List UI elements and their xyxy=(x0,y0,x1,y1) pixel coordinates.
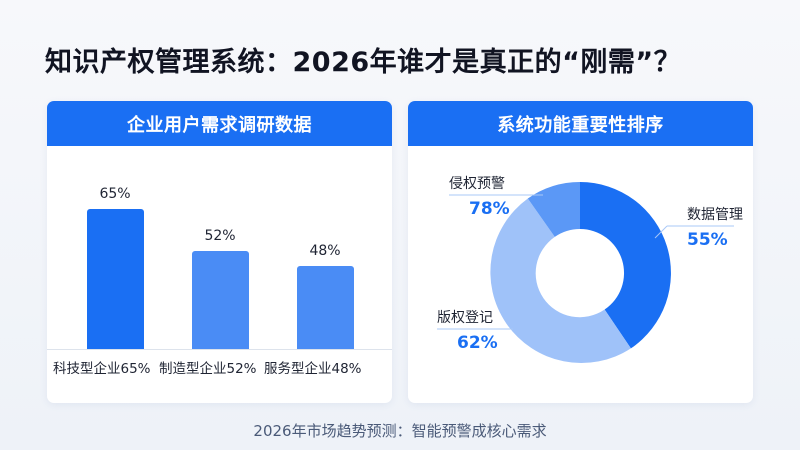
bar-category-label: 科技型企业65% xyxy=(53,361,151,377)
bar-manufacturing xyxy=(192,251,249,349)
donut-slice-data-management xyxy=(580,182,671,349)
donut-slice-infringement-warning xyxy=(527,182,580,237)
donut-chart-card: 系统功能重要性排序 侵权预警 78% 数据管理 55% 版权登记 62% xyxy=(408,101,753,403)
bar-chart-plot: 65% 52% 48% 科技型企业65% 制造型企业52% 服务型企业48% xyxy=(47,146,392,403)
slice-pct-infringement-warning: 78% xyxy=(469,199,510,219)
x-axis-line xyxy=(47,349,392,350)
bar-category-label: 服务型企业48% xyxy=(264,361,362,377)
slice-label-data-management: 数据管理 xyxy=(687,207,743,223)
donut-chart xyxy=(437,182,734,364)
slice-pct-data-management: 55% xyxy=(687,230,728,250)
bar-tech xyxy=(87,209,144,349)
bar-service xyxy=(297,266,354,349)
donut-slice-copyright-registration xyxy=(490,198,631,364)
footer-caption: 2026年市场趋势预测：智能预警成核心需求 xyxy=(253,422,547,440)
page-title: 知识产权管理系统：2026年谁才是真正的“刚需”？ xyxy=(45,47,682,78)
slice-pct-copyright-registration: 62% xyxy=(457,333,498,353)
bar-chart-card: 企业用户需求调研数据 65% 52% 48% 科技型企业65% 制造型企业52%… xyxy=(47,101,392,403)
bar-chart-header: 企业用户需求调研数据 xyxy=(47,101,392,146)
bar-category-label: 制造型企业52% xyxy=(159,361,257,377)
bar-value-label: 48% xyxy=(309,243,341,259)
slice-label-infringement-warning: 侵权预警 xyxy=(449,176,505,192)
slice-label-copyright-registration: 版权登记 xyxy=(437,310,493,326)
leader-line xyxy=(654,225,668,239)
bar-value-label: 52% xyxy=(204,228,236,244)
donut-chart-header: 系统功能重要性排序 xyxy=(408,101,753,146)
bar-value-label: 65% xyxy=(99,186,131,202)
